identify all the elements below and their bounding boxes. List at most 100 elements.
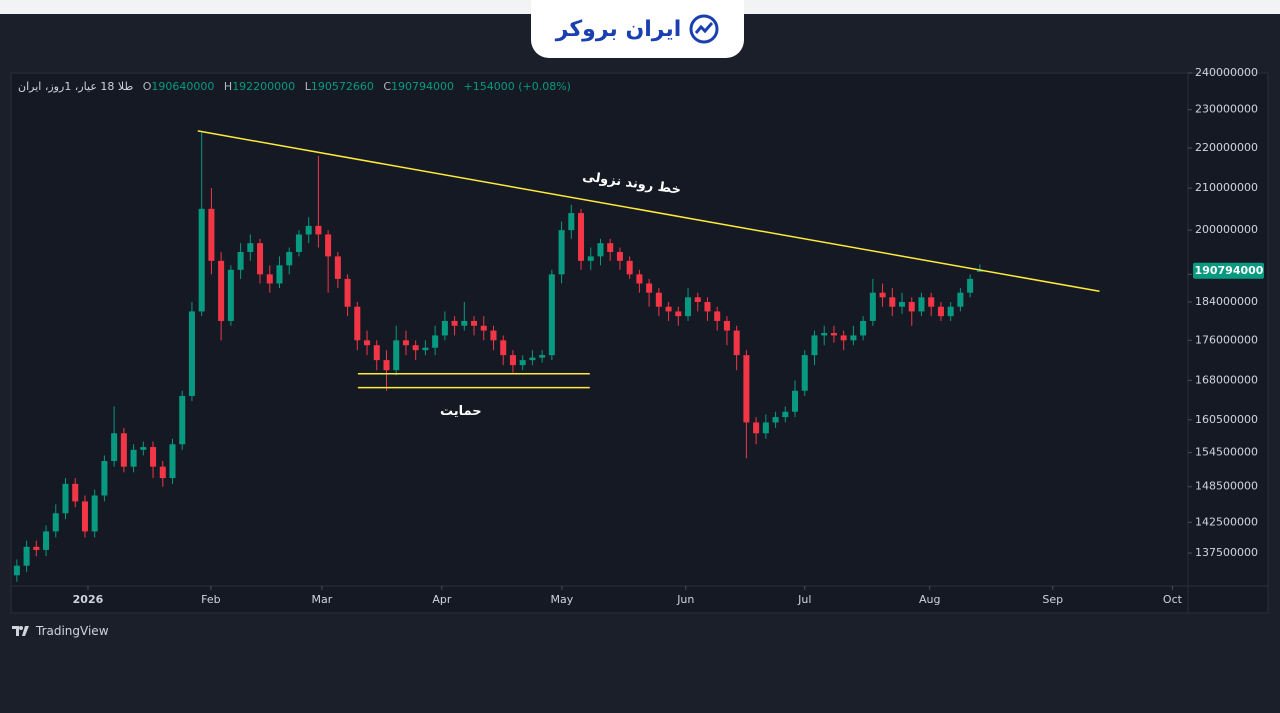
- candle-body: [412, 345, 419, 351]
- y-tick-label: 168000000: [1195, 373, 1258, 386]
- candle-body: [344, 278, 351, 307]
- ohlc-key: C: [383, 80, 392, 93]
- chart-panel: [10, 72, 1269, 614]
- candle-body: [364, 340, 371, 346]
- candle-body: [850, 335, 857, 341]
- candle-body: [354, 306, 361, 341]
- y-tick-label: 210000000: [1195, 181, 1258, 194]
- y-tick-label: 137500000: [1195, 546, 1258, 559]
- candle-body: [928, 297, 935, 307]
- candle-body: [247, 243, 254, 252]
- candle-body: [490, 330, 497, 341]
- candle-body: [72, 483, 79, 502]
- ohlc-value: 190572660: [310, 80, 374, 93]
- candle-body: [655, 292, 662, 307]
- logo[interactable]: ایران بروکر: [531, 0, 744, 58]
- candle-body: [266, 274, 273, 284]
- symbol-title: طلا 18 عیار، 1روز، ایران: [18, 80, 134, 93]
- candle-body: [694, 297, 701, 303]
- candle-body: [159, 466, 166, 479]
- candle-body: [500, 340, 507, 356]
- candle-body: [81, 501, 88, 532]
- candle-body: [578, 213, 585, 261]
- footer: TradingView: [12, 624, 109, 638]
- candle-body: [373, 345, 380, 361]
- candle-body: [23, 546, 30, 566]
- candle-body: [568, 213, 575, 231]
- candle-body: [792, 390, 799, 412]
- candle-body: [218, 260, 225, 321]
- candle-body: [869, 292, 876, 321]
- candle-body: [305, 225, 312, 235]
- ohlc-value: 192200000: [232, 80, 296, 93]
- candle-body: [587, 256, 594, 261]
- candle-body: [801, 355, 808, 391]
- ohlc-key: O: [142, 80, 152, 93]
- candle-body: [782, 411, 789, 418]
- trendline: [197, 130, 1100, 293]
- candle-body: [947, 306, 954, 317]
- candle-body: [937, 306, 944, 317]
- support-label: حمایت: [440, 404, 482, 419]
- candle-body: [879, 292, 886, 298]
- candle-body: [422, 347, 429, 351]
- candle-body: [188, 311, 195, 396]
- candle-body: [383, 360, 390, 371]
- candle-body: [33, 546, 40, 550]
- candle-body: [140, 447, 147, 450]
- ohlc-value: 190794000: [391, 80, 455, 93]
- candle-body: [957, 292, 964, 307]
- candle-body: [665, 306, 672, 312]
- candle-body: [471, 320, 478, 326]
- y-tick-label: 154500000: [1195, 446, 1258, 459]
- brand-icon: [689, 14, 719, 44]
- x-tick-label: Sep: [1042, 593, 1063, 606]
- candle-body: [723, 320, 730, 331]
- candle-body: [636, 274, 643, 284]
- candle-body: [743, 355, 750, 423]
- candle-body: [976, 270, 983, 272]
- candle-body: [402, 340, 409, 346]
- candle-body: [908, 302, 915, 312]
- x-tick-label: Oct: [1163, 593, 1183, 606]
- candle-body: [733, 330, 740, 356]
- candle-body: [276, 265, 283, 284]
- footer-text: TradingView: [36, 624, 109, 638]
- tv-icon: [12, 626, 29, 636]
- candle-body: [646, 283, 653, 293]
- x-tick-label: Jun: [676, 593, 694, 606]
- candle-body: [899, 302, 906, 307]
- candle-body: [529, 357, 536, 361]
- candle-body: [539, 355, 546, 358]
- candle-body: [860, 320, 867, 336]
- y-tick-label: 230000000: [1195, 103, 1258, 116]
- candle-body: [685, 297, 692, 317]
- y-tick-label: 176000000: [1195, 333, 1258, 346]
- candle-body: [967, 278, 974, 293]
- candle-body: [918, 297, 925, 312]
- candle-body: [325, 234, 332, 257]
- x-tick-label: 2026: [73, 593, 104, 606]
- y-tick-label: 240000000: [1195, 66, 1258, 79]
- candle-body: [441, 320, 448, 336]
- candle-body: [714, 311, 721, 321]
- candle-body: [315, 225, 322, 235]
- candle-body: [91, 495, 98, 532]
- candle-body: [548, 274, 555, 356]
- candle-body: [111, 433, 118, 462]
- candle-body: [616, 251, 623, 261]
- candle-body: [830, 332, 837, 336]
- candle-body: [52, 513, 59, 532]
- candle-body: [286, 251, 293, 266]
- last-price-label: 190794000: [1195, 264, 1264, 277]
- candle-body: [120, 433, 127, 467]
- ohlc-key: H: [223, 80, 233, 93]
- candle-body: [295, 234, 302, 252]
- legend: طلا 18 عیار، 1روز، ایران O190640000 H192…: [18, 80, 571, 93]
- ohlc-value: 190640000: [151, 80, 215, 93]
- candle-body: [227, 269, 234, 321]
- candle-body: [607, 243, 614, 252]
- candle-body: [101, 461, 108, 496]
